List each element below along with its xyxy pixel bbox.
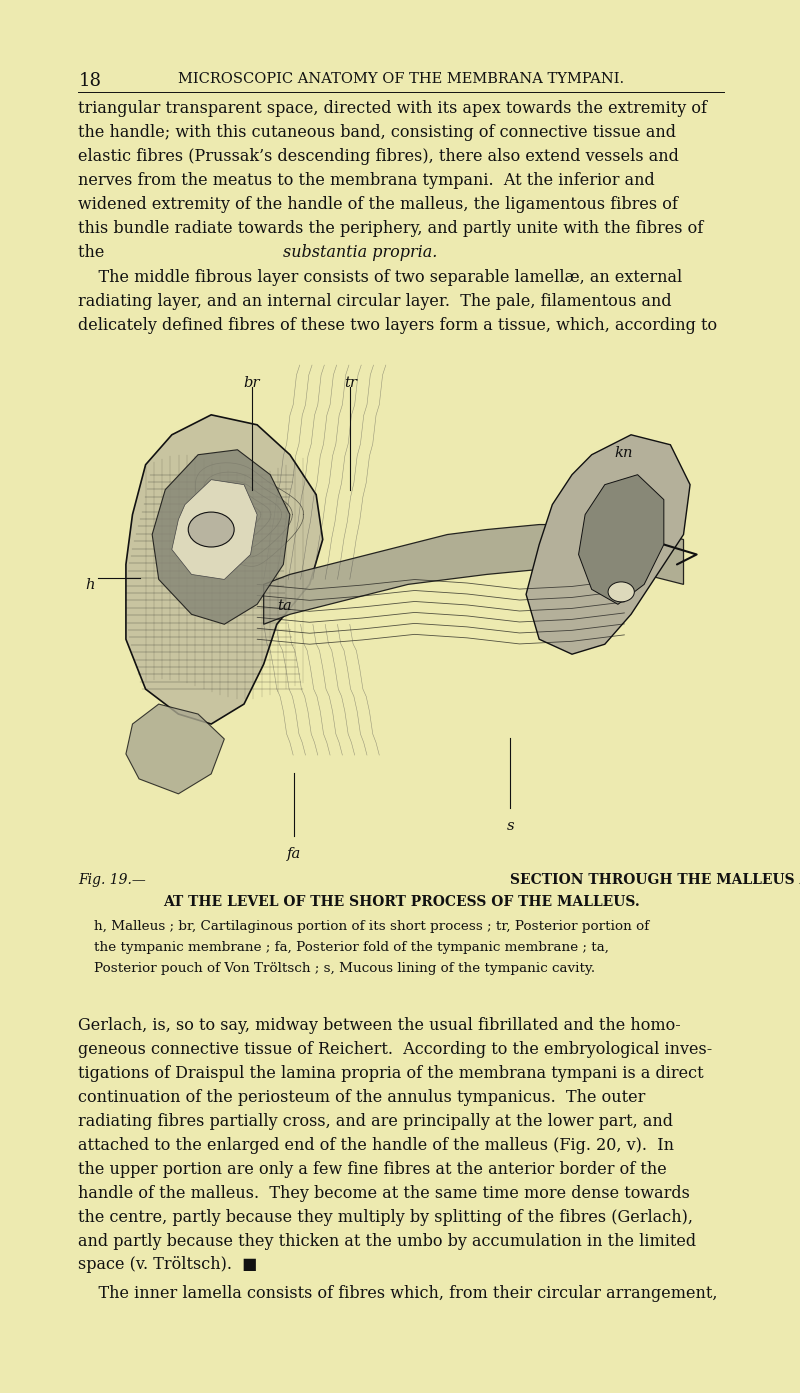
Text: 18: 18 [78,72,102,91]
Text: The inner lamella consists of fibres which, from their circular arrangement,: The inner lamella consists of fibres whi… [78,1284,718,1301]
Text: the tympanic membrane ; fa, Posterior fold of the tympanic membrane ; ta,: the tympanic membrane ; fa, Posterior fo… [94,940,610,954]
Text: fa: fa [287,847,302,861]
Text: widened extremity of the handle of the malleus, the ligamentous fibres of: widened extremity of the handle of the m… [78,196,678,213]
Text: space (v. Tröltsch).  ■: space (v. Tröltsch). ■ [78,1256,258,1273]
Text: kn: kn [614,446,633,460]
Ellipse shape [608,582,634,602]
Text: delicately defined fibres of these two layers form a tissue, which, according to: delicately defined fibres of these two l… [78,318,718,334]
Text: ta: ta [277,599,291,613]
Text: tr: tr [344,376,357,390]
Text: h, Malleus ; br, Cartilaginous portion of its short process ; tr, Posterior port: h, Malleus ; br, Cartilaginous portion o… [94,919,650,933]
Text: Posterior pouch of Von Tröltsch ; s, Mucous lining of the tympanic cavity.: Posterior pouch of Von Tröltsch ; s, Muc… [94,961,595,975]
Text: SECTION THROUGH THE MALLEUS AND THE POSTERIOR TYMPANIC POUCH: SECTION THROUGH THE MALLEUS AND THE POST… [510,873,800,887]
Text: continuation of the periosteum of the annulus tympanicus.  The outer: continuation of the periosteum of the an… [78,1089,646,1106]
Text: elastic fibres (Prussak’s descending fibres), there also extend vessels and: elastic fibres (Prussak’s descending fib… [78,148,679,166]
FancyBboxPatch shape [80,365,736,864]
Text: tigations of Draispul the lamina propria of the membrana tympani is a direct: tigations of Draispul the lamina propria… [78,1064,704,1082]
Text: the: the [78,244,110,260]
Polygon shape [126,703,224,794]
Polygon shape [526,435,690,655]
Polygon shape [578,475,664,605]
Text: h: h [85,578,94,592]
Polygon shape [172,479,257,579]
Text: Gerlach, is, so to say, midway between the usual fibrillated and the homo-: Gerlach, is, so to say, midway between t… [78,1017,681,1034]
Text: s: s [506,819,514,833]
Text: nerves from the meatus to the membrana tympani.  At the inferior and: nerves from the meatus to the membrana t… [78,173,655,189]
Polygon shape [126,415,322,724]
Text: The middle fibrous layer consists of two separable lamellæ, an external: The middle fibrous layer consists of two… [78,269,682,287]
Text: radiating layer, and an internal circular layer.  The pale, filamentous and: radiating layer, and an internal circula… [78,294,672,311]
Text: substantia propria.: substantia propria. [282,244,437,260]
Polygon shape [264,525,683,624]
Text: br: br [244,376,260,390]
Text: radiating fibres partially cross, and are principally at the lower part, and: radiating fibres partially cross, and ar… [78,1113,674,1130]
Text: handle of the malleus.  They become at the same time more dense towards: handle of the malleus. They become at th… [78,1184,690,1202]
Text: the handle; with this cutaneous band, consisting of connective tissue and: the handle; with this cutaneous band, co… [78,124,677,141]
Polygon shape [152,450,290,624]
Text: Fig. 19.—: Fig. 19.— [78,873,146,887]
Text: MICROSCOPIC ANATOMY OF THE MEMBRANA TYMPANI.: MICROSCOPIC ANATOMY OF THE MEMBRANA TYMP… [178,72,624,86]
Text: and partly because they thicken at the umbo by accumulation in the limited: and partly because they thicken at the u… [78,1233,697,1250]
Text: this bundle radiate towards the periphery, and partly unite with the fibres of: this bundle radiate towards the peripher… [78,220,704,237]
Text: attached to the enlarged end of the handle of the malleus (Fig. 20, v).  In: attached to the enlarged end of the hand… [78,1137,674,1153]
Text: the upper portion are only a few fine fibres at the anterior border of the: the upper portion are only a few fine fi… [78,1160,667,1177]
Text: AT THE LEVEL OF THE SHORT PROCESS OF THE MALLEUS.: AT THE LEVEL OF THE SHORT PROCESS OF THE… [163,896,639,910]
Text: the centre, partly because they multiply by splitting of the fibres (Gerlach),: the centre, partly because they multiply… [78,1209,694,1226]
Text: geneous connective tissue of Reichert.  According to the embryological inves-: geneous connective tissue of Reichert. A… [78,1041,713,1057]
Ellipse shape [188,513,234,547]
Text: triangular transparent space, directed with its apex towards the extremity of: triangular transparent space, directed w… [78,100,707,117]
